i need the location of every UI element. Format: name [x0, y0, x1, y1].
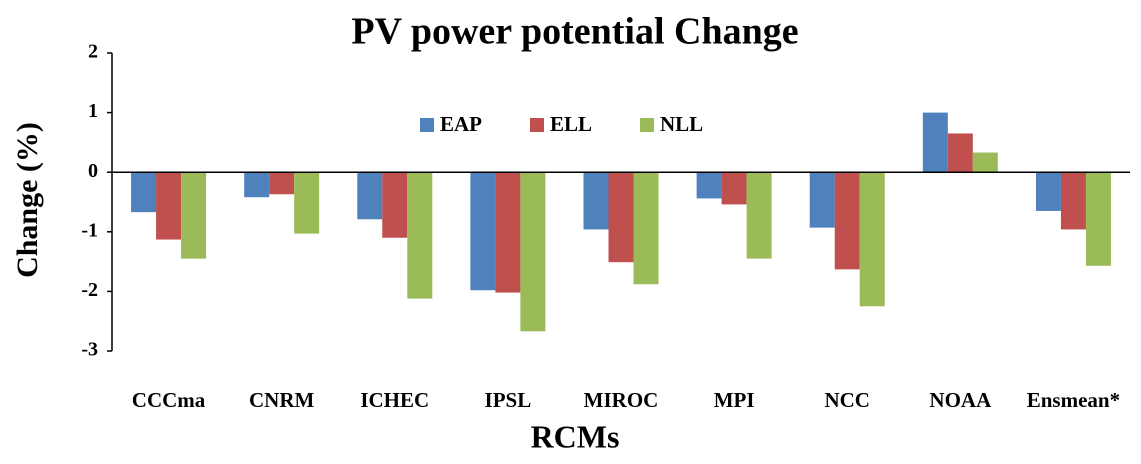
y-tick-label: -3	[81, 339, 98, 361]
bar	[495, 172, 521, 293]
bar	[947, 133, 973, 173]
bar	[269, 172, 295, 195]
bar	[608, 172, 634, 263]
bar	[407, 172, 433, 299]
bar	[746, 172, 772, 259]
bar	[809, 172, 835, 228]
x-tick-label: CNRM	[249, 388, 314, 412]
chart-title: PV power potential Change	[351, 11, 798, 53]
legend-swatch	[420, 118, 434, 132]
y-tick-label: 1	[88, 100, 98, 122]
bar	[583, 172, 609, 230]
x-axis-title: RCMs	[531, 418, 620, 454]
bar	[357, 172, 383, 220]
bar	[294, 172, 320, 234]
bar	[721, 172, 747, 205]
x-tick-label: ICHEC	[360, 388, 429, 412]
bar	[520, 172, 546, 332]
bar	[1035, 172, 1061, 211]
bar	[244, 172, 270, 198]
x-tick-label: MPI	[714, 388, 755, 412]
y-tick-label: -2	[81, 279, 98, 301]
x-tick-label: MIROC	[584, 388, 659, 412]
legend-label: EAP	[440, 112, 482, 136]
x-tick-label: NOAA	[929, 388, 992, 412]
bar	[156, 172, 182, 240]
bar	[1060, 172, 1086, 230]
x-tick-label: CCCma	[132, 388, 206, 412]
bar	[922, 112, 948, 173]
bar	[633, 172, 659, 285]
legend-swatch	[640, 118, 654, 132]
legend-swatch	[530, 118, 544, 132]
y-tick-label: -1	[81, 219, 98, 241]
legend-label: NLL	[660, 112, 703, 136]
x-tick-label: Ensmean*	[1027, 388, 1120, 412]
bar	[972, 152, 998, 173]
bar	[382, 172, 408, 238]
y-tick-label: 2	[88, 41, 98, 63]
x-tick-label: NCC	[824, 388, 870, 412]
x-tick-label: IPSL	[485, 388, 532, 412]
bar	[181, 172, 207, 259]
bar	[859, 172, 885, 307]
bar	[1085, 172, 1111, 266]
bar	[834, 172, 860, 270]
y-tick-label: 0	[88, 160, 98, 182]
legend-label: ELL	[550, 112, 592, 136]
bar	[470, 172, 496, 291]
y-axis-title: Change (%)	[11, 122, 44, 278]
bar	[131, 172, 157, 213]
bar	[696, 172, 722, 199]
